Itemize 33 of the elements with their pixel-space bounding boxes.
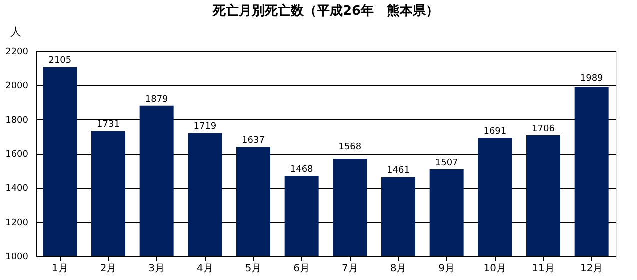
x-tick-label: 2月 bbox=[100, 264, 117, 274]
x-tick-label: 5月 bbox=[245, 264, 262, 274]
chart-title: 死亡月別死亡数（平成26年 熊本県） bbox=[212, 3, 440, 19]
data-label: 1989 bbox=[580, 74, 604, 84]
y-tick-label: 2000 bbox=[6, 82, 29, 92]
x-tick-label: 3月 bbox=[148, 264, 166, 274]
x-tick-label: 8月 bbox=[390, 264, 407, 274]
data-label: 1637 bbox=[242, 136, 265, 146]
data-label: 1507 bbox=[435, 158, 458, 168]
x-tick-label: 6月 bbox=[294, 264, 310, 274]
y-tick-label: 1600 bbox=[6, 150, 29, 160]
x-tick-label: 9月 bbox=[438, 264, 456, 274]
data-label: 2105 bbox=[48, 56, 72, 66]
x-tick-label: 11月 bbox=[532, 264, 555, 274]
data-label: 1719 bbox=[194, 122, 217, 132]
y-tick-label: 2200 bbox=[6, 48, 29, 58]
data-label: 1731 bbox=[97, 120, 120, 130]
x-tick-label: 4月 bbox=[196, 264, 214, 274]
x-tick-label: 7月 bbox=[342, 264, 358, 274]
data-label: 1461 bbox=[387, 166, 410, 176]
y-axis-title: 人 bbox=[10, 26, 22, 38]
x-tick-label: 1月 bbox=[52, 264, 68, 274]
data-label: 1691 bbox=[484, 126, 507, 137]
data-label: 1879 bbox=[145, 94, 169, 105]
data-label: 1468 bbox=[290, 165, 314, 176]
x-tick-label: 10月 bbox=[484, 264, 507, 274]
data-label: 1568 bbox=[338, 142, 362, 152]
y-tick-label: 1800 bbox=[6, 116, 29, 126]
x-tick-label: 12月 bbox=[580, 264, 604, 274]
y-tick-label: 1200 bbox=[6, 218, 29, 228]
y-tick-label: 1000 bbox=[6, 252, 29, 262]
y-tick-label: 1400 bbox=[6, 184, 29, 194]
data-label: 1706 bbox=[532, 124, 556, 134]
